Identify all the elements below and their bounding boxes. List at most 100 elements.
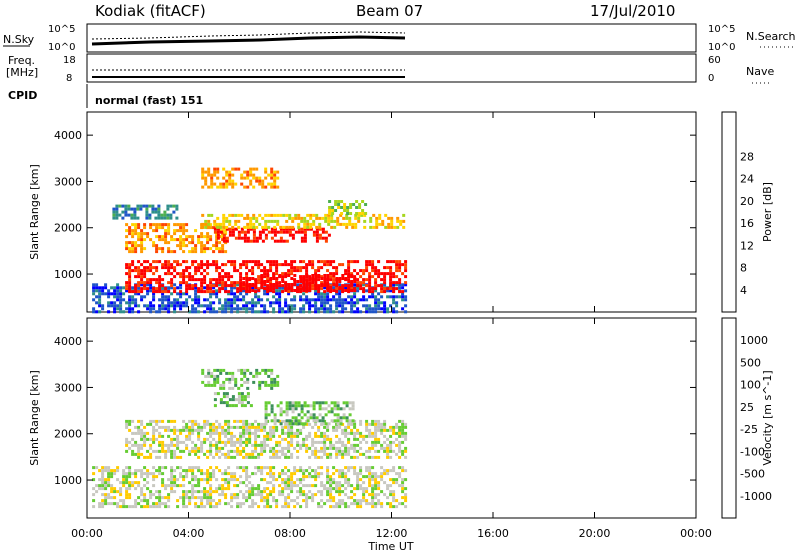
range-cell [275,292,279,296]
range-cell [188,502,192,506]
range-cell [398,263,402,267]
range-cell [134,304,138,308]
range-cell [368,478,372,482]
range-cell [348,419,352,423]
range-cell [237,395,241,399]
range-cell [176,428,180,432]
range-cell [389,287,393,291]
range-cell [128,287,132,291]
range-cell [404,449,408,453]
range-cell [248,428,252,432]
range-cell [383,469,387,473]
range-cell [296,490,300,494]
range-cell [107,295,111,299]
range-cell [258,179,262,183]
range-cell [203,310,207,314]
range-cell [287,292,291,296]
range-cell [308,281,312,285]
range-cell [167,310,171,314]
range-cell [122,292,126,296]
range-cell [318,419,322,423]
range-cell [251,443,255,447]
range-cell [161,481,165,485]
range-cell [227,422,231,426]
range-cell [233,281,237,285]
range-cell [179,229,183,233]
range-cell [384,213,388,217]
range-cell [242,281,246,285]
range-cell [173,260,177,264]
range-cell [392,272,396,276]
range-cell [197,235,201,239]
range-cell [152,505,156,509]
range-cell [296,431,300,435]
range-cell [107,466,111,470]
range-cell [380,490,384,494]
range-cell [104,286,108,290]
range-cell [206,455,210,459]
range-cell [215,466,219,470]
range-cell [227,290,231,294]
range-cell [392,478,396,482]
range-cell [249,170,253,174]
range-cell [377,284,381,288]
range-cell [279,227,283,231]
range-cell [300,230,304,234]
range-cell [353,287,357,291]
range-cell [233,298,237,302]
range-cell [125,223,129,227]
range-cell [119,481,123,485]
range-cell [377,502,381,506]
range-cell [203,269,207,273]
range-cell [121,204,125,208]
range-cell [404,275,408,279]
range-cell [233,478,237,482]
range-cell [326,301,330,305]
range-cell [246,368,250,372]
range-cell [356,443,360,447]
range-cell [166,204,170,208]
range-cell [210,213,214,217]
range-cell [145,210,149,214]
range-cell [291,225,295,229]
range-cell [380,301,384,305]
range-cell [404,425,408,429]
range-cell [386,260,390,264]
range-cell [210,182,214,186]
range-cell [263,266,267,270]
range-cell [143,499,147,503]
range-cell [116,466,120,470]
range-cell [314,452,318,456]
range-cell [119,292,123,296]
range-cell [240,377,244,381]
range-cell [341,301,345,305]
range-cell [320,499,324,503]
range-cell [191,298,195,302]
range-cell [380,278,384,282]
range-cell [383,310,387,314]
x-tick-label: 08:00 [274,527,306,540]
range-cell [200,449,204,453]
range-cell [285,227,289,231]
range-cell [404,469,408,473]
range-cell [207,222,211,226]
range-cell [353,472,357,476]
range-cell [201,380,205,384]
range-cell [221,493,225,497]
range-cell [272,499,276,503]
range-cell [251,289,255,292]
range-cell [398,428,402,432]
range-cell [221,484,225,488]
range-cell [255,374,259,378]
range-cell [338,283,342,287]
y-tick-label: 1000 [54,474,82,487]
range-cell [213,230,217,234]
range-cell [374,419,378,423]
range-cell [157,216,161,220]
range-cell [279,230,283,234]
range-cell [130,207,134,211]
range-cell [197,434,201,438]
range-cell [377,484,381,488]
range-cell [270,410,274,414]
range-cell [368,434,372,438]
